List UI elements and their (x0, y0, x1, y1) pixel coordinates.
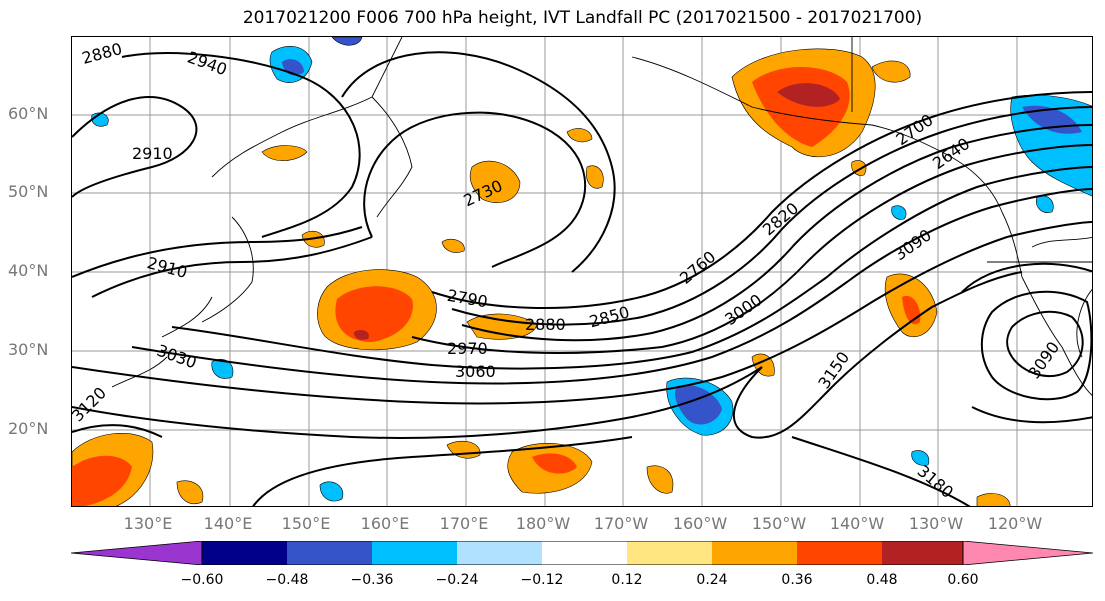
lat-label-50n: 50°N (8, 182, 49, 201)
colorbar-bin-5 (542, 541, 627, 565)
contour-label-2880b: 2880 (525, 315, 566, 334)
colorbar-bin-3 (372, 541, 457, 565)
map-panel: 2880 2940 2910 2730 2910 2790 2880 2850 … (71, 36, 1093, 507)
colorbar-bin-1 (202, 541, 287, 565)
colorbar-tick-9: 0.48 (866, 572, 898, 588)
map-canvas: 2880 2940 2910 2730 2910 2790 2880 2850 … (72, 37, 1092, 506)
lon-label-170e: 170°E (439, 514, 489, 533)
colorbar-bin-8 (797, 541, 882, 565)
colorbar-tick-5: −0.12 (520, 572, 564, 588)
colorbar-bin-2 (287, 541, 372, 565)
colorbar-tick-6: 0.12 (611, 572, 643, 588)
lon-label-150e: 150°E (281, 514, 331, 533)
colorbar-tick-3: −0.36 (350, 572, 394, 588)
ivt-shading (72, 37, 1092, 506)
lon-label-120w: 120°W (987, 514, 1043, 533)
contour-label-2940: 2940 (185, 47, 230, 79)
contour-label-3030: 3030 (154, 341, 199, 373)
contour-label-3060: 3060 (455, 362, 496, 381)
lat-label-40n: 40°N (8, 261, 49, 280)
colorbar-tick-8: 0.36 (781, 572, 813, 588)
contour-label-2910b: 2910 (145, 253, 189, 282)
contour-label-2790: 2790 (446, 286, 489, 312)
lon-label-160e: 160°E (360, 514, 410, 533)
contour-label-2760: 2760 (676, 247, 719, 288)
lon-label-140e: 140°E (203, 514, 253, 533)
lon-label-140w: 140°W (829, 514, 885, 533)
lon-label-150w: 150°W (751, 514, 807, 533)
lon-label-130w: 130°W (908, 514, 964, 533)
lon-label-180w: 180°W (515, 514, 571, 533)
colorbar-tick-2: −0.48 (265, 572, 309, 588)
colorbar-extend-low (70, 540, 203, 566)
contour-label-2910a: 2910 (132, 144, 173, 163)
colorbar-bin-7 (712, 541, 797, 565)
colorbar-bin-4 (457, 541, 542, 565)
lon-label-130e: 130°E (123, 514, 173, 533)
coastlines (111, 37, 1092, 396)
contour-label-3090a: 3090 (891, 225, 935, 264)
colorbar-tick-4: −0.24 (435, 572, 479, 588)
colorbar-bin-9 (882, 541, 963, 565)
contour-label-3120: 3120 (72, 383, 110, 425)
colorbar (70, 540, 1095, 569)
colorbar-bin-6 (627, 541, 712, 565)
contour-label-2700: 2700 (892, 110, 936, 149)
height-contours (72, 51, 1092, 506)
contour-label-2880a: 2880 (80, 39, 124, 68)
lon-label-170w: 170°W (593, 514, 649, 533)
colorbar-tick-1: −0.60 (180, 572, 224, 588)
graticule (72, 37, 1092, 506)
contour-label-3150: 3150 (814, 348, 853, 392)
lat-label-20n: 20°N (8, 419, 49, 438)
contour-label-group: 2880 2940 2910 2730 2910 2790 2880 2850 … (72, 39, 1063, 502)
lat-label-60n: 60°N (8, 104, 49, 123)
colorbar-tick-7: 0.24 (696, 572, 728, 588)
contour-label-2850: 2850 (587, 302, 631, 331)
map-title: 2017021200 F006 700 hPa height, IVT Land… (242, 8, 923, 28)
colorbar-extend-high (962, 540, 1094, 566)
lon-label-160w: 160°W (672, 514, 728, 533)
colorbar-tick-10: 0.60 (947, 572, 979, 588)
contour-label-2970: 2970 (447, 339, 488, 358)
lat-label-30n: 30°N (8, 340, 49, 359)
